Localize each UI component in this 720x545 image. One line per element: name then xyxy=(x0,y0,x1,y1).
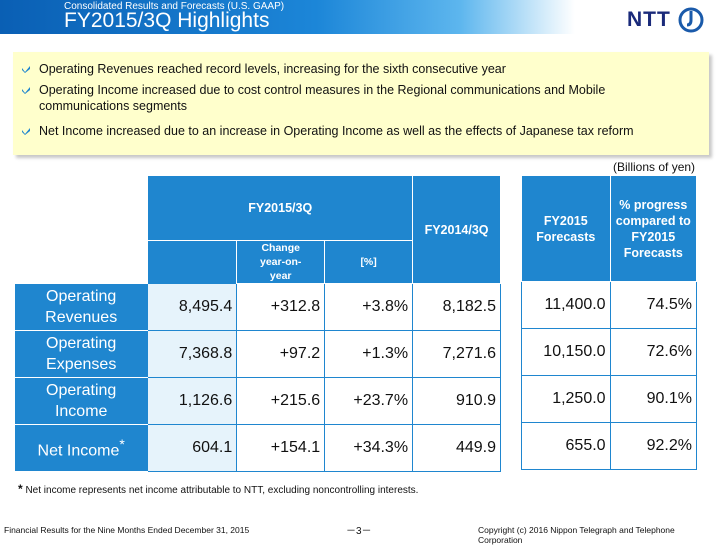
footnote-asterisk: * xyxy=(119,436,125,453)
cell-fy2015: 7,368.8 xyxy=(147,330,238,378)
table-row: 655.0 92.2% xyxy=(521,422,698,470)
cell-forecast: 1,250.0 xyxy=(521,375,611,423)
units-label: (Billions of yen) xyxy=(613,160,696,174)
checkmark-bullet-icon xyxy=(22,128,30,135)
highlight-item: Operating Revenues reached record levels… xyxy=(22,61,699,77)
cell-forecast: 655.0 xyxy=(521,422,611,470)
header-banner: Consolidated Results and Forecasts (U.S.… xyxy=(0,0,575,34)
header-subtitle: Consolidated Results and Forecasts (U.S.… xyxy=(64,1,285,12)
row-label: Operating Income xyxy=(15,377,148,425)
highlight-text: Operating Revenues reached record levels… xyxy=(39,62,506,76)
forecast-table: FY2015 Forecasts % progress compared to … xyxy=(521,175,698,470)
table-row: 1,250.0 90.1% xyxy=(521,375,698,423)
col-header-forecast: FY2015 Forecasts xyxy=(521,175,611,282)
cell-change: +312.8 xyxy=(236,283,326,331)
cell-pct: +3.8% xyxy=(324,283,414,331)
cell-change: +215.6 xyxy=(236,377,326,425)
cell-forecast: 11,400.0 xyxy=(521,281,611,329)
col-header-pct: [%] xyxy=(324,240,414,284)
cell-fy2014: 8,182.5 xyxy=(412,283,501,331)
cell-fy2015: 8,495.4 xyxy=(147,283,238,331)
table-row: Operating Income 1,126.6 +215.6 +23.7% 9… xyxy=(15,377,501,425)
ntt-logo-text: NTT xyxy=(627,8,671,31)
table-row: Operating Expenses 7,368.8 +97.2 +1.3% 7… xyxy=(15,330,501,378)
col-header-fy2015-value xyxy=(147,240,238,284)
footnote-text: Net income represents net income attribu… xyxy=(25,485,419,496)
cell-change: +154.1 xyxy=(236,424,326,472)
col-header-change: Change year-on-year xyxy=(236,240,326,284)
cell-change: +97.2 xyxy=(236,330,326,378)
footnote-mark: * xyxy=(18,482,23,496)
table-row: Operating Revenues 8,495.4 +312.8 +3.8% … xyxy=(15,283,501,331)
cell-forecast: 10,150.0 xyxy=(521,328,611,376)
footer-document-title: Financial Results for the Nine Months En… xyxy=(4,525,250,535)
cell-progress: 74.5% xyxy=(609,281,698,329)
row-label: Operating Expenses xyxy=(15,330,148,378)
row-label: Net Income xyxy=(37,442,120,460)
highlight-item: Operating Income increased due to cost c… xyxy=(22,82,699,114)
row-label-net-income: Net Income* xyxy=(15,424,148,472)
cell-pct: +34.3% xyxy=(324,424,414,472)
checkmark-bullet-icon xyxy=(22,87,30,94)
col-header-fy2014-3q: FY2014/3Q xyxy=(412,175,501,284)
col-header-progress: % progress compared to FY2015 Forecasts xyxy=(609,175,698,282)
page-number: －3－ xyxy=(346,526,372,537)
col-header-fy2015-3q: FY2015/3Q xyxy=(147,175,414,241)
ntt-logo-icon xyxy=(678,7,704,33)
cell-fy2014: 449.9 xyxy=(412,424,501,472)
highlights-box: Operating Revenues reached record levels… xyxy=(13,52,709,155)
checkmark-bullet-icon xyxy=(22,66,30,73)
table-row: 11,400.0 74.5% xyxy=(521,281,698,329)
highlight-text: Operating Income increased due to cost c… xyxy=(39,83,606,113)
row-label: Operating Revenues xyxy=(15,283,148,331)
table-row: 10,150.0 72.6% xyxy=(521,328,698,376)
cell-fy2015: 604.1 xyxy=(147,424,238,472)
cell-fy2015: 1,126.6 xyxy=(147,377,238,425)
results-table: FY2015/3Q FY2014/3Q Change year-on-year … xyxy=(15,175,501,472)
cell-fy2014: 910.9 xyxy=(412,377,501,425)
cell-pct: +23.7% xyxy=(324,377,414,425)
page-title: FY2015/3Q Highlights xyxy=(64,9,270,32)
cell-progress: 90.1% xyxy=(609,375,698,423)
cell-progress: 92.2% xyxy=(609,422,698,470)
cell-fy2014: 7,271.6 xyxy=(412,330,501,378)
highlight-text: Net Income increased due to an increase … xyxy=(39,124,634,138)
table-row: Net Income* 604.1 +154.1 +34.3% 449.9 xyxy=(15,424,501,472)
cell-progress: 72.6% xyxy=(609,328,698,376)
highlight-item: Net Income increased due to an increase … xyxy=(22,123,707,139)
table-corner xyxy=(15,175,148,284)
footer-copyright: Copyright (c) 2016 Nippon Telegraph and … xyxy=(478,525,675,545)
footnote: * Net income represents net income attri… xyxy=(18,482,418,496)
cell-pct: +1.3% xyxy=(324,330,414,378)
